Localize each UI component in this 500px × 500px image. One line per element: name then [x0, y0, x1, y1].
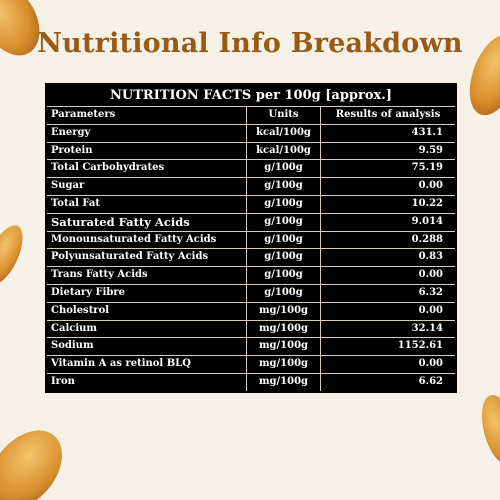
unit: mg/100g [247, 338, 321, 356]
table-row: Energy kcal/100g 431.1 [47, 124, 455, 143]
table-row: Vitamin A as retinol BLQ mg/100g 0.00 [47, 356, 455, 374]
table-row: Cholestrol mg/100g 0.00 [47, 302, 455, 321]
parameter: Sugar [47, 178, 247, 195]
table-row: Total Fat g/100g 10.22 [47, 195, 455, 214]
result: 9.014 [411, 215, 443, 227]
unit: kcal/100g [247, 142, 321, 160]
title: Nutritional Info Breakdown [37, 28, 463, 59]
table-row: Calcium mg/100g 32.14 [47, 320, 455, 339]
parameter: Polyunsaturated Fatty Acids [47, 249, 247, 267]
result: 431.1 [411, 126, 443, 138]
parameter: Calcium [47, 320, 247, 338]
unit: mg/100g [247, 356, 321, 373]
result: 10.22 [411, 197, 443, 209]
almond [481, 394, 500, 466]
parameter: Total Fat [47, 195, 247, 213]
header-row: Parameters Units Results of analysis [47, 107, 455, 125]
result: 0.83 [418, 251, 443, 263]
table-row: Protein kcal/100g 9.59 [47, 142, 455, 161]
table-row: Total Carbohydrates g/100g 75.19 [47, 160, 455, 179]
parameter: Iron [47, 373, 247, 391]
parameter: Trans Fatty Acids [47, 267, 247, 284]
parameter: Dietary Fibre [47, 284, 247, 302]
table-row: Polyunsaturated Fatty Acids g/100g 0.83 [47, 249, 455, 268]
unit: g/100g [247, 195, 321, 213]
unit: g/100g [247, 160, 321, 178]
column-header: Units [247, 107, 321, 124]
result: 0.00 [418, 304, 443, 316]
result: 0.00 [418, 358, 443, 370]
parameter: Total Carbohydrates [47, 160, 247, 178]
unit: g/100g [247, 178, 321, 195]
result: 6.62 [418, 375, 443, 387]
table-row: Monounsaturated Fatty Acids g/100g 0.288 [47, 231, 455, 250]
unit: g/100g [247, 249, 321, 267]
table-row: Sodium mg/100g 1152.61 [47, 338, 455, 357]
almond [0, 0, 40, 56]
parameter: Saturated Fatty Acids [47, 213, 247, 231]
column-header: Results of analysis [335, 109, 441, 120]
result: 6.32 [418, 286, 443, 298]
unit: mg/100g [247, 320, 321, 338]
table-row: Trans Fatty Acids g/100g 0.00 [47, 267, 455, 285]
unit: kcal/100g [247, 124, 321, 142]
unit: g/100g [247, 267, 321, 284]
table-row: Sugar g/100g 0.00 [47, 178, 455, 196]
unit: g/100g [247, 213, 321, 231]
result: 1152.61 [397, 340, 443, 352]
table-row: Iron mg/100g 6.62 [47, 373, 455, 391]
unit: mg/100g [247, 373, 321, 391]
parameter: Sodium [47, 338, 247, 356]
almond [0, 430, 62, 500]
parameter: Energy [47, 124, 247, 142]
table-caption: NUTRITION FACTS per 100g [approx.] [47, 85, 455, 107]
unit: mg/100g [247, 302, 321, 320]
result: 32.14 [411, 322, 443, 334]
table-row: Dietary Fibre g/100g 6.32 [47, 284, 455, 303]
unit: g/100g [247, 284, 321, 302]
result: 0.288 [411, 233, 443, 245]
column-header: Parameters [47, 107, 247, 124]
result: 0.00 [418, 180, 443, 192]
nutrition-table: NUTRITION FACTS per 100g [approx.] Param… [45, 83, 457, 393]
almond [469, 34, 500, 116]
table-row: Saturated Fatty Acids g/100g 9.014 [47, 213, 455, 232]
result: 0.00 [418, 269, 443, 281]
parameter: Vitamin A as retinol BLQ [47, 356, 247, 373]
parameter: Monounsaturated Fatty Acids [47, 231, 247, 249]
unit: g/100g [247, 231, 321, 249]
result: 75.19 [411, 162, 443, 174]
result: 9.59 [418, 144, 443, 156]
parameter: Cholestrol [47, 302, 247, 320]
almond [0, 225, 23, 285]
parameter: Protein [47, 142, 247, 160]
